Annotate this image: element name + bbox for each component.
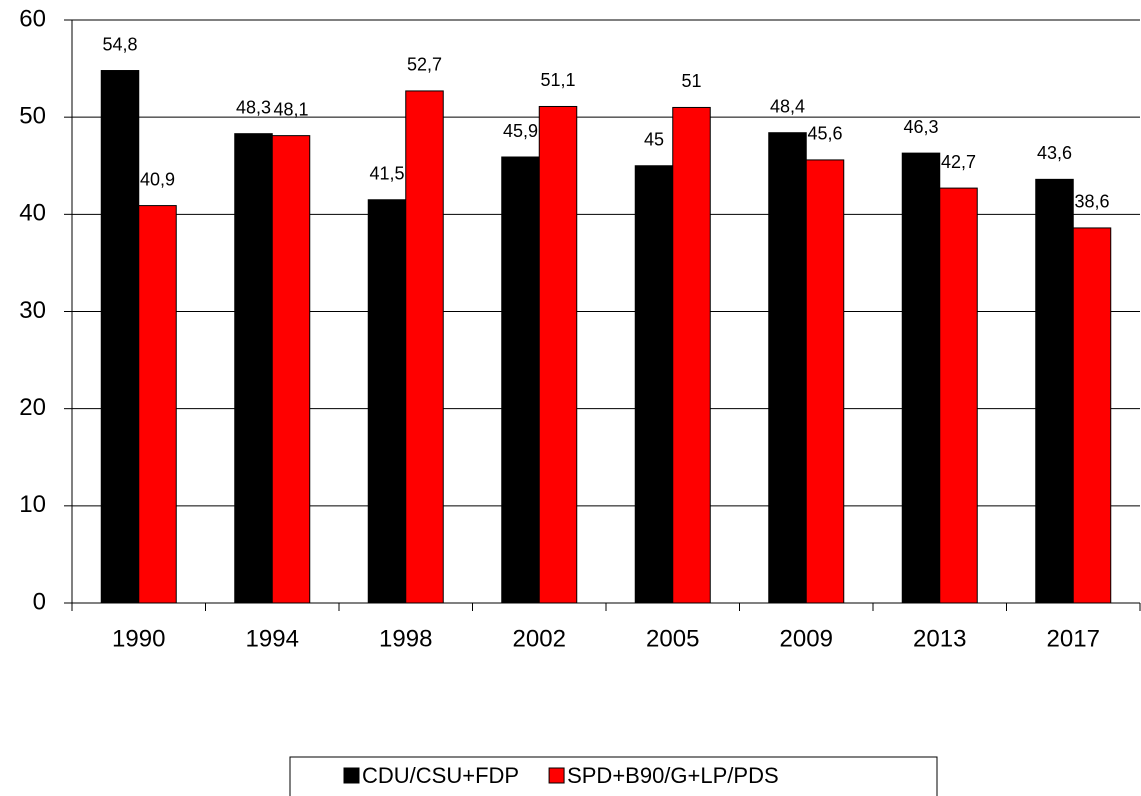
x-tick-label: 1998 — [379, 625, 432, 652]
value-label: 43,6 — [1037, 143, 1072, 163]
value-label: 40,9 — [140, 169, 175, 189]
value-label: 51 — [681, 71, 701, 91]
x-tick-label: 2002 — [513, 625, 566, 652]
value-label: 51,1 — [540, 70, 575, 90]
value-label: 45 — [644, 130, 664, 150]
value-label: 48,4 — [770, 96, 805, 116]
value-label: 48,1 — [273, 99, 308, 119]
bar — [672, 106, 711, 604]
legend-box — [289, 756, 938, 796]
value-label: 54,8 — [102, 34, 137, 54]
value-label: 46,3 — [903, 117, 938, 137]
legend-swatch — [548, 767, 565, 784]
bar — [138, 205, 177, 604]
y-tick-label: 50 — [19, 103, 46, 130]
x-tick-label: 2013 — [913, 625, 966, 652]
bar — [501, 156, 540, 604]
y-tick-label: 0 — [33, 588, 46, 615]
x-tick-label: 2009 — [780, 625, 833, 652]
bar — [768, 132, 807, 604]
value-label: 52,7 — [407, 55, 442, 75]
legend-label: SPD+B90/G+LP/PDS — [567, 763, 779, 788]
value-label: 48,3 — [236, 97, 271, 117]
bar — [805, 159, 845, 604]
bar — [234, 133, 273, 604]
y-tick-label: 40 — [19, 200, 46, 227]
value-label: 45,9 — [503, 121, 538, 141]
value-label: 38,6 — [1074, 192, 1109, 212]
bar — [939, 187, 978, 604]
bar — [100, 70, 140, 604]
bar — [901, 152, 941, 604]
y-tick-label: 10 — [19, 491, 46, 518]
bar — [1035, 178, 1074, 604]
x-tick-label: 1994 — [246, 625, 299, 652]
bar — [405, 90, 444, 604]
legend-swatch — [343, 767, 360, 784]
bar — [367, 199, 407, 604]
bar — [1072, 227, 1112, 604]
x-tick-label: 2005 — [646, 625, 699, 652]
y-tick-label: 20 — [19, 394, 46, 421]
x-tick-label: 2017 — [1047, 625, 1100, 652]
bar — [634, 165, 674, 604]
value-label: 41,5 — [369, 164, 404, 184]
y-tick-label: 60 — [19, 5, 46, 32]
legend-label: CDU/CSU+FDP — [362, 763, 519, 788]
bar — [271, 135, 311, 604]
value-label: 42,7 — [941, 152, 976, 172]
value-label: 45,6 — [807, 124, 842, 144]
y-tick-label: 30 — [19, 297, 46, 324]
x-tick-label: 1990 — [112, 625, 165, 652]
bar — [538, 105, 578, 604]
